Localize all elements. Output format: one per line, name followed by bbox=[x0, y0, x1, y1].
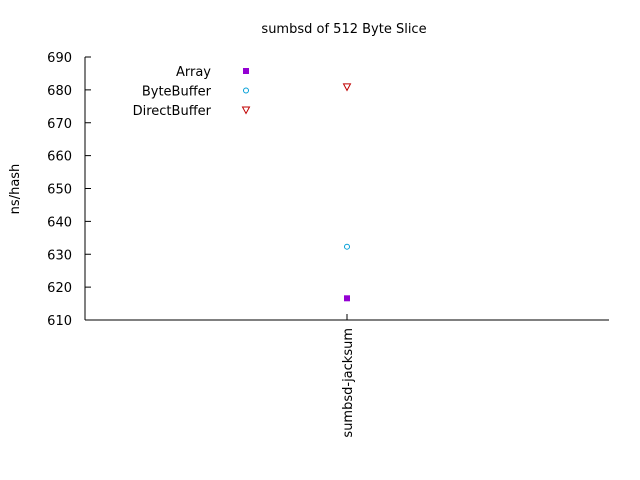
legend-marker bbox=[243, 87, 249, 94]
y-tick-label: 690 bbox=[47, 51, 72, 66]
y-tick-label: 610 bbox=[47, 314, 72, 329]
y-tick-label: 680 bbox=[47, 84, 72, 99]
y-tick-label: 630 bbox=[47, 248, 72, 263]
legend-label: Array bbox=[176, 65, 211, 80]
legend-marker bbox=[241, 106, 251, 115]
y-tick-label: 650 bbox=[47, 183, 72, 198]
y-tick-label: 620 bbox=[47, 281, 72, 296]
y-tick-label: 660 bbox=[47, 150, 72, 165]
y-tick-label: 670 bbox=[47, 117, 72, 132]
chart-title: sumbsd of 512 Byte Slice bbox=[261, 22, 426, 37]
data-marks bbox=[342, 83, 352, 302]
legend: Array ByteBuffer DirectBuffer bbox=[133, 65, 251, 119]
data-point bbox=[344, 295, 350, 302]
legend-marker bbox=[243, 68, 249, 74]
y-axis-ticks: 610 620 630 640 650 660 670 680 690 bbox=[47, 51, 91, 329]
x-tick-label: sumbsd-jacksum bbox=[341, 328, 356, 438]
y-tick-label: 640 bbox=[47, 215, 72, 230]
y-axis-label: ns/hash bbox=[8, 164, 23, 215]
data-point bbox=[342, 83, 352, 92]
legend-label: ByteBuffer bbox=[142, 85, 212, 100]
legend-label: DirectBuffer bbox=[133, 104, 212, 119]
data-point bbox=[344, 243, 350, 250]
x-axis-ticks: sumbsd-jacksum bbox=[341, 314, 356, 438]
